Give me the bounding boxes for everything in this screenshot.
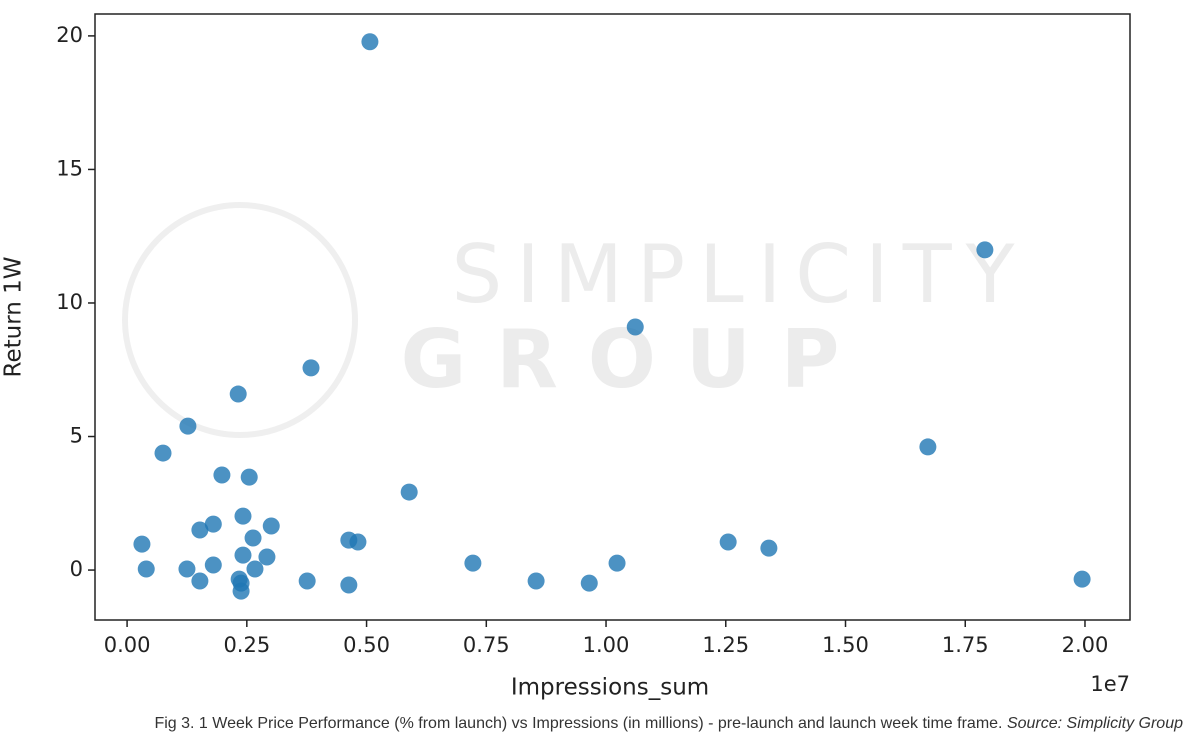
point bbox=[213, 466, 231, 484]
point bbox=[340, 576, 358, 594]
point bbox=[204, 515, 222, 533]
x-tick-label: 2.00 bbox=[1062, 633, 1109, 657]
x-axis-label: Impressions_sum bbox=[511, 675, 709, 701]
point bbox=[760, 539, 778, 557]
x-tick-label: 1.25 bbox=[702, 633, 749, 657]
x-tick-label: 1.00 bbox=[583, 633, 630, 657]
point bbox=[234, 546, 252, 564]
point bbox=[234, 507, 252, 525]
point bbox=[246, 560, 264, 578]
point bbox=[626, 318, 644, 336]
point bbox=[919, 438, 937, 456]
point bbox=[258, 548, 276, 566]
x-tick-label: 0.50 bbox=[343, 633, 390, 657]
y-tick-label: 10 bbox=[56, 290, 83, 314]
x-offset-label: 1e7 bbox=[1090, 672, 1130, 696]
y-tick-label: 15 bbox=[56, 156, 83, 180]
point bbox=[349, 533, 367, 551]
point bbox=[608, 554, 626, 572]
point bbox=[244, 529, 262, 547]
point bbox=[191, 521, 209, 539]
point bbox=[298, 572, 316, 590]
point bbox=[464, 554, 482, 572]
x-tick-label: 0.00 bbox=[104, 633, 151, 657]
point bbox=[580, 574, 598, 592]
point bbox=[1073, 570, 1091, 588]
caption: Fig 3. 1 Week Price Performance (% from … bbox=[154, 715, 1183, 732]
x-tick-label: 1.75 bbox=[942, 633, 989, 657]
point bbox=[179, 417, 197, 435]
point bbox=[204, 556, 222, 574]
point bbox=[302, 359, 320, 377]
x-tick-label: 1.50 bbox=[822, 633, 869, 657]
watermark: GROUP bbox=[401, 313, 870, 406]
point bbox=[527, 572, 545, 590]
y-tick-label: 0 bbox=[70, 557, 83, 581]
point bbox=[133, 535, 151, 553]
x-tick-label: 0.75 bbox=[463, 633, 510, 657]
point bbox=[178, 560, 196, 578]
caption-text: Fig 3. 1 Week Price Performance (% from … bbox=[154, 715, 1002, 732]
y-axis-label: Return 1W bbox=[1, 256, 27, 377]
watermark: SIMPLICITY bbox=[452, 228, 1029, 321]
point bbox=[229, 385, 247, 403]
point bbox=[400, 483, 418, 501]
caption-source: Source: Simplicity Group bbox=[1007, 715, 1183, 732]
y-tick-label: 20 bbox=[56, 23, 83, 47]
point bbox=[154, 444, 172, 462]
y-tick-label: 5 bbox=[70, 424, 83, 448]
point bbox=[232, 582, 250, 600]
point bbox=[361, 33, 379, 51]
point bbox=[240, 468, 258, 486]
point bbox=[262, 517, 280, 535]
plot-frame bbox=[94, 13, 1131, 621]
point bbox=[137, 560, 155, 578]
x-tick-label: 0.25 bbox=[223, 633, 270, 657]
watermark-logo bbox=[122, 202, 358, 438]
point bbox=[191, 572, 209, 590]
point bbox=[976, 241, 994, 259]
point bbox=[719, 533, 737, 551]
